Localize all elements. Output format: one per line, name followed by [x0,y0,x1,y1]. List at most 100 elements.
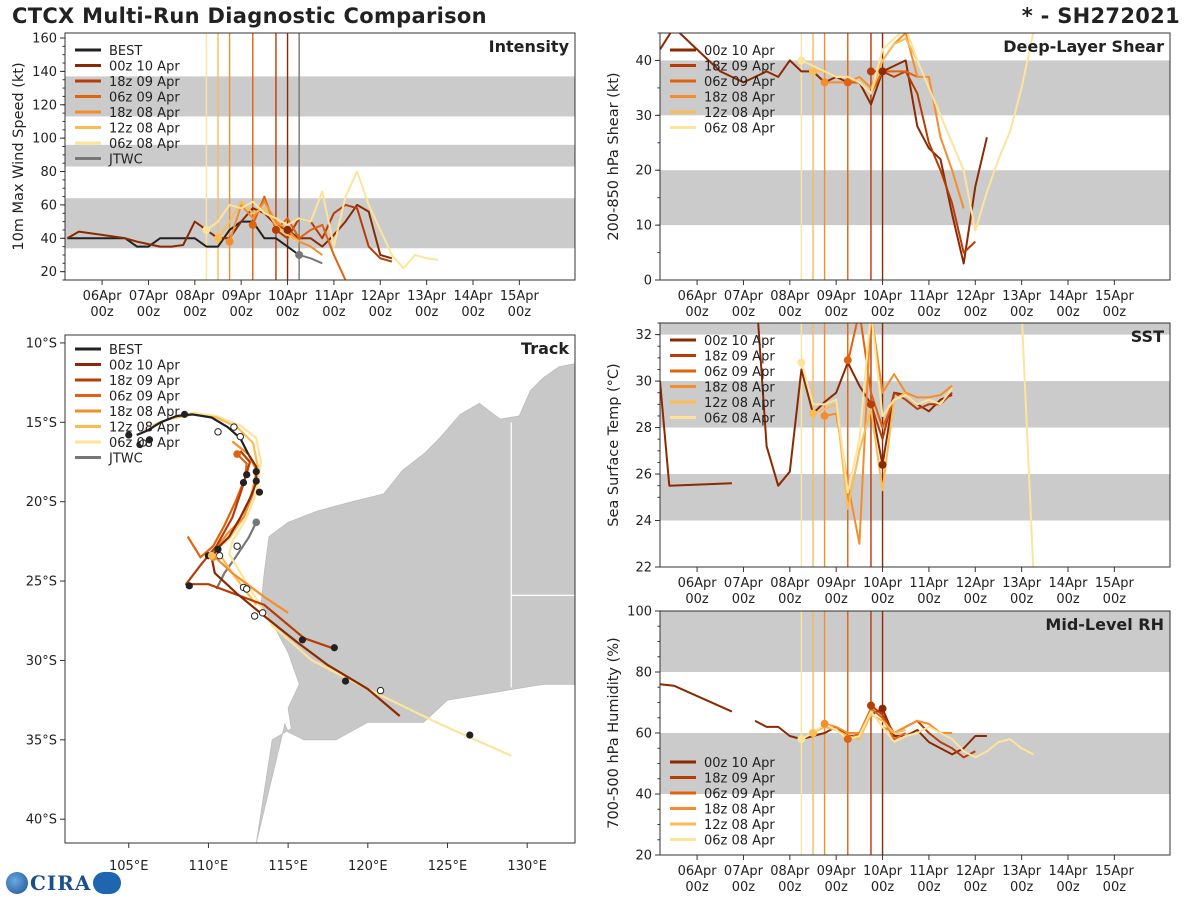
legend-label: 06z 08 Apr [704,122,775,137]
track-point-filled [255,488,264,496]
y-tick-label: 140 [32,65,57,80]
y-tick-label: 60 [635,727,652,742]
init-marker [271,225,280,234]
panel-shear: 01020304006Apr00z07Apr00z08Apr00z09Apr00… [606,32,1171,320]
series-line [800,323,953,494]
x-tick-label-date: 11Apr [314,289,354,304]
plot-frame [659,322,1171,568]
init-marker [283,225,292,234]
x-tick-label-date: 12Apr [956,289,996,304]
track-point-open [215,551,224,560]
x-tick-label-hour: 00z [1056,880,1080,895]
series-line [847,707,907,741]
panel-title: SST [1131,327,1164,346]
x-tick-label-date: 14Apr [1048,289,1088,304]
y-tick-label: 30 [635,375,652,390]
track-point-init [252,518,261,527]
track-point-filled [243,471,251,479]
series-line [205,170,439,270]
legend-label: 18z 08 Apr [704,803,775,818]
x-tick-label-hour: 00z [778,880,802,895]
x-tick-label-hour: 00z [778,305,802,320]
shaded-band [660,474,1170,521]
y-tick-label: 100 [32,132,57,147]
x-tick-label-date: 13Apr [1002,576,1042,591]
series-line [275,203,393,263]
init-marker [797,56,806,65]
shaded-band [660,323,1170,335]
init-marker [202,225,211,234]
x-tick-label-date: 08Apr [175,289,215,304]
y-tick-label: 80 [635,666,652,681]
track-point-init [207,551,216,560]
shaded-band [660,611,1170,672]
init-marker [809,67,817,76]
track-point-open [376,686,385,695]
y-tick-label: 32 [635,328,652,343]
x-tick-label-hour: 00z [917,592,941,607]
y-tick-label: 100 [627,605,652,620]
x-tick-label-date: 09Apr [817,289,857,304]
legend-label: 06z 09 Apr [704,365,775,380]
y-tick-label: 25°S [26,575,57,590]
y-tick-label: 20 [635,164,652,179]
legend-label: 18z 09 Apr [704,772,775,787]
shaded-band [660,381,1170,428]
x-tick-label-date: 09Apr [817,864,857,879]
plot-area-shear [660,33,1170,280]
track-point-open [242,585,251,593]
plot-area-sst [660,323,1170,567]
legend-label: 00z 10 Apr [704,756,775,771]
x-tick-label: 125°E [428,859,468,874]
track-point-filled [330,644,338,652]
x-tick-label-hour: 00z [1056,305,1080,320]
shaded-band [65,144,575,167]
panel-rh: 2040608010006Apr00z07Apr00z08Apr00z09Apr… [606,605,1171,895]
x-tick-label-hour: 00z [1103,305,1127,320]
x-tick-label-hour: 00z [229,305,253,320]
y-tick-label: 0 [644,274,652,289]
x-tick-label-hour: 00z [183,305,207,320]
plot-frame [64,334,576,844]
series-line [1021,323,1035,567]
legend-label: 06z 09 Apr [704,787,775,802]
legend-label: 06z 08 Apr [704,834,775,849]
series-line [660,381,732,487]
x-tick-label-date: 14Apr [1048,576,1088,591]
x-tick-label-date: 15Apr [1095,576,1135,591]
x-tick-label: 115°E [268,859,308,874]
y-tick-label: 20°S [26,495,57,510]
x-tick-label-hour: 00z [685,305,709,320]
x-tick-label-date: 07Apr [724,576,764,591]
y-tick-label: 24 [635,514,652,529]
series-line [812,713,906,741]
x-tick-label-date: 07Apr [129,289,169,304]
legend-label: 00z 10 Apr [109,60,180,75]
init-marker [878,460,887,469]
x-tick-label-date: 06Apr [678,289,718,304]
y-tick-label: 30 [635,109,652,124]
init-marker [843,356,852,365]
init-marker [843,78,852,87]
y-axis-label: 200-850 hPa Shear (kt) [606,72,622,240]
x-tick-label: 110°E [189,859,229,874]
init-marker [820,719,829,728]
x-tick-label-date: 11Apr [909,289,949,304]
series-line [870,704,976,759]
x-tick-label-hour: 00z [685,592,709,607]
series-line [800,33,1035,232]
x-tick-label-hour: 00z [824,592,848,607]
x-tick-label-date: 13Apr [1002,289,1042,304]
x-tick-label-date: 06Apr [83,289,123,304]
init-marker [248,220,257,229]
track-line [144,411,512,757]
panel-intensity: 2040608010012014016006Apr00z07Apr00z08Ap… [11,32,576,320]
shaded-band [65,198,575,249]
x-tick-label-date: 10Apr [863,864,903,879]
y-tick-label: 40 [40,232,57,247]
init-marker [797,735,806,744]
x-tick-label-date: 10Apr [268,289,308,304]
legend-label: 18z 08 Apr [109,405,180,420]
legend-label: 12z 08 Apr [109,421,180,436]
